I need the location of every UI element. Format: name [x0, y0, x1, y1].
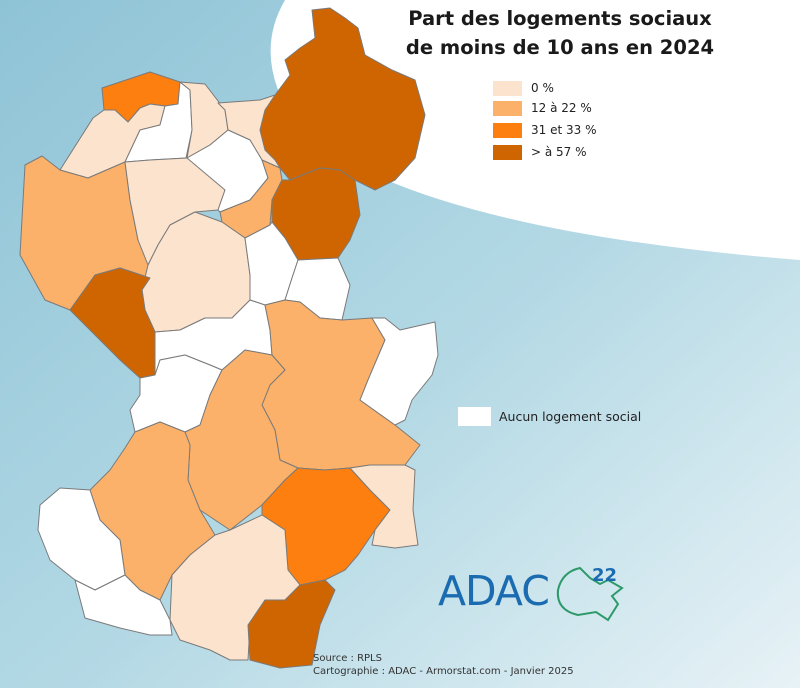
legend-swatch-3 — [493, 144, 522, 160]
legend-swatch-2 — [493, 122, 522, 138]
legend-label-0: 0 % — [531, 81, 554, 95]
credits-source: Source : RPLS — [313, 653, 382, 664]
commune-west-dark[interactable] — [69, 267, 156, 379]
title-panel-background — [270, 0, 800, 260]
legend-item-0: 0 % — [493, 80, 554, 96]
adac-logo: ADAC 22 — [438, 565, 628, 625]
credits-cartography: Cartographie : ADAC - Armorstat.com - Ja… — [313, 666, 574, 677]
logo-mark — [556, 566, 624, 622]
legend-label-3: > à 57 % — [531, 145, 587, 159]
commune-far-east-white[interactable] — [359, 317, 439, 426]
communes-layer — [19, 7, 439, 669]
legend-item-1: 12 à 22 % — [493, 100, 592, 116]
legend-item-3: > à 57 % — [493, 144, 587, 160]
logo-text: ADAC — [438, 567, 550, 615]
legend-item-2: 31 et 33 % — [493, 122, 596, 138]
map-title-line1: Part des logements sociaux — [408, 7, 712, 30]
legend-no-data: Aucun logement social — [458, 407, 641, 426]
commune-south-dark[interactable] — [247, 579, 336, 669]
logo-superscript: 22 — [592, 565, 618, 586]
credits: Source : RPLS Cartographie : ADAC - Armo… — [313, 652, 574, 678]
commune-sw-white[interactable] — [74, 574, 173, 636]
commune-sw-orange[interactable] — [89, 421, 216, 601]
commune-se-light[interactable] — [349, 464, 419, 549]
legend-swatch-1 — [493, 100, 522, 116]
legend-swatch-0 — [493, 80, 522, 96]
legend-swatch-no-data — [458, 407, 491, 426]
legend-label-2: 31 et 33 % — [531, 123, 597, 137]
logo-region-outline — [556, 566, 624, 622]
map-title: Part des logements sociaux de moins de 1… — [405, 4, 715, 62]
legend-label-1: 12 à 22 % — [531, 101, 592, 115]
legend-label-no-data: Aucun logement social — [499, 409, 642, 424]
map-title-line2: de moins de 10 ans en 2024 — [405, 36, 715, 59]
